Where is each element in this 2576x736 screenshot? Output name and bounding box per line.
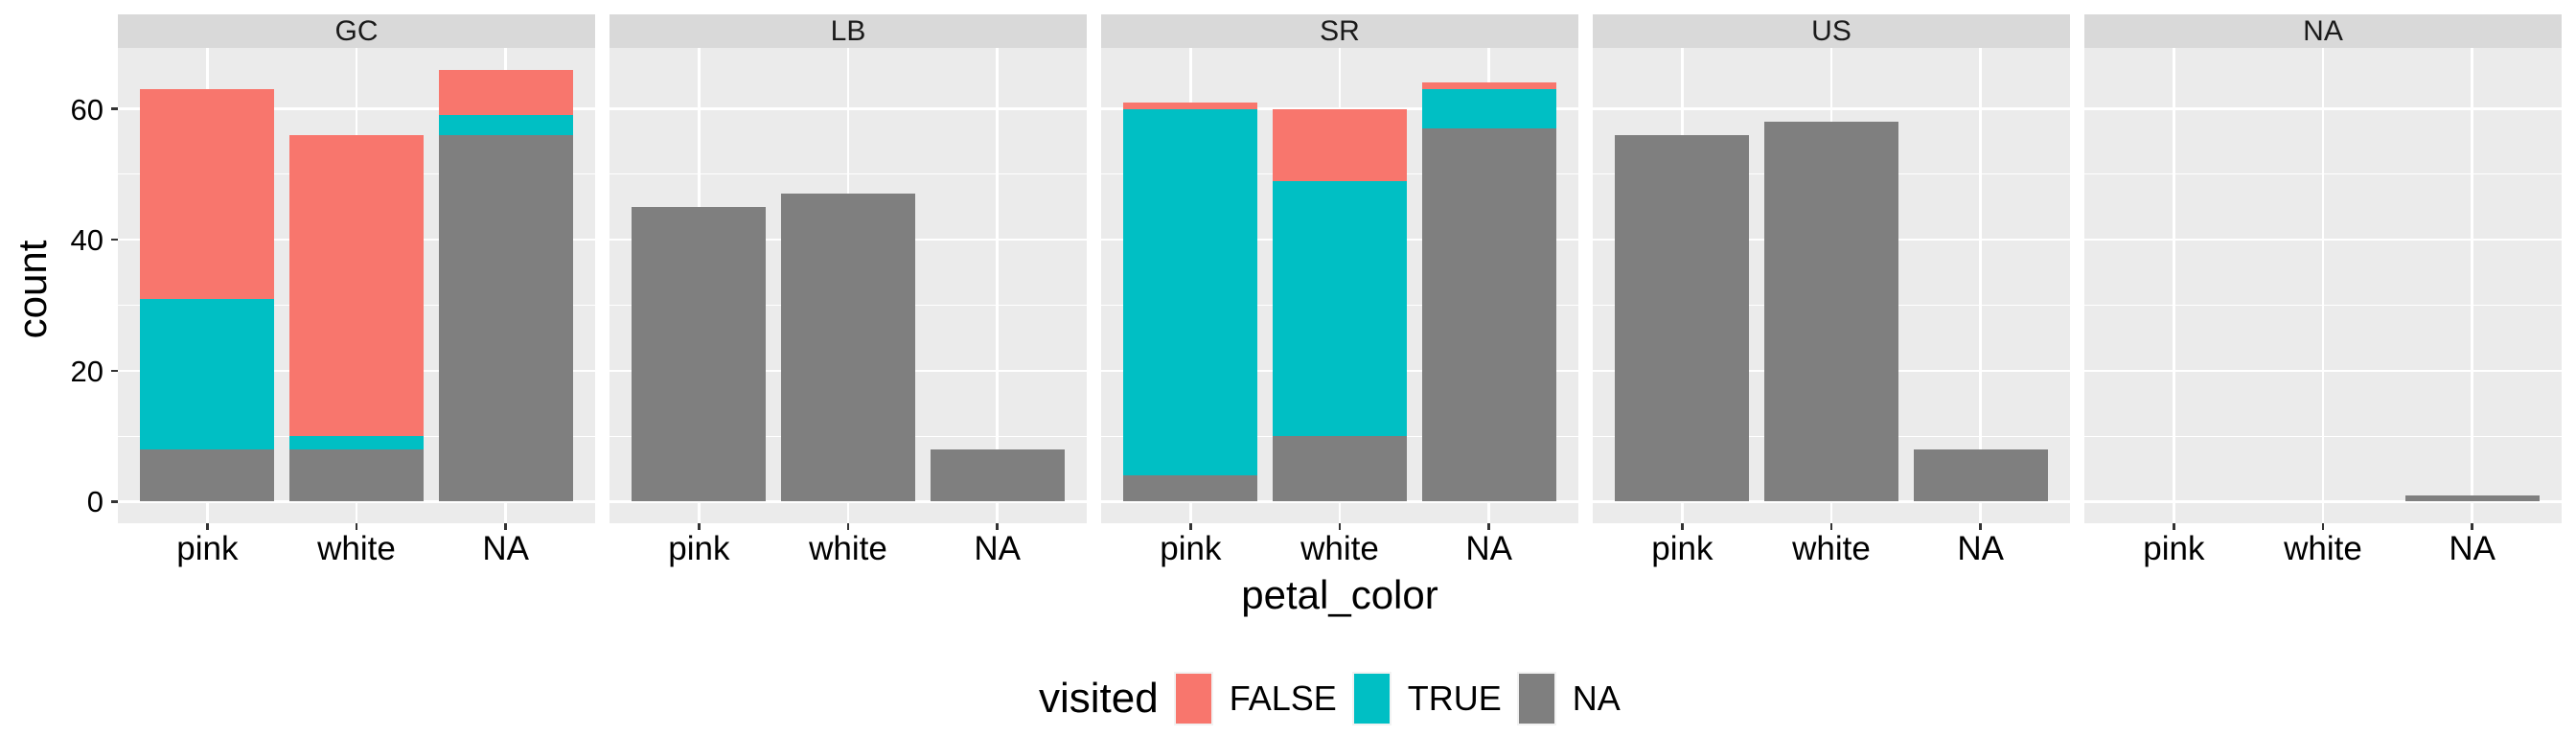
vertical-gridline [1979,48,1982,523]
bar-segment-na [780,194,916,502]
vertical-gridline [2173,48,2175,523]
x-tick-label: white [1300,530,1379,567]
x-tick-label: NA [974,530,1021,567]
vertical-gridline [2471,48,2473,523]
facet-strip-gc: GC [118,14,595,48]
bar-segment-na [438,134,573,502]
y-tick [111,238,118,242]
legend: visited FALSE TRUE NA [1039,668,1636,729]
legend-label-na: NA [1572,678,1621,718]
x-tick-label: white [809,530,887,567]
facet-panel-lb [610,48,1087,523]
bar-segment-false [140,89,275,299]
x-tick [698,523,701,530]
x-tick [1829,523,1833,530]
bar-segment-na [1913,448,2048,502]
y-tick [111,369,118,372]
y-tick-label: 20 [70,354,104,388]
y-axis-title: count [10,240,55,339]
facet-panel-na [2084,48,2562,523]
x-tick [1487,523,1490,530]
legend-title: visited [1039,675,1159,722]
facet-strip-na: NA [2084,14,2562,48]
facet-strip-lb: LB [610,14,1087,48]
y-tick [111,500,118,503]
y-tick-label: 60 [70,92,104,126]
x-tick-label: NA [2449,530,2496,567]
facet-panel-us [1593,48,2070,523]
bar-segment-false [1123,102,1258,109]
x-tick-label: NA [1465,530,1512,567]
y-tick-label: 40 [70,223,104,258]
facet-strip-us: US [1593,14,2070,48]
x-tick [1979,523,1982,530]
x-tick [1681,523,1684,530]
y-tick-label: 0 [86,485,104,519]
x-tick [355,523,358,530]
vertical-gridline [996,48,999,523]
bar-segment-na [1123,475,1258,502]
bar-segment-na [1421,128,1556,502]
x-tick-label: pink [1651,530,1714,567]
x-tick-label: NA [1957,530,2004,567]
x-tick-label: pink [176,530,239,567]
bar-segment-na [1763,122,1899,502]
x-tick-label: NA [482,530,529,567]
x-axis-title: petal_color [1241,572,1438,617]
bar-segment-false [438,69,573,116]
x-tick [1338,523,1342,530]
facet-strip-sr: SR [1101,14,1578,48]
x-tick [996,523,999,530]
facet-panel-gc [118,48,595,523]
x-tick-label: pink [668,530,730,567]
legend-key-false [1173,672,1213,725]
x-tick [846,523,850,530]
x-tick-label: white [317,530,396,567]
x-tick [2471,523,2473,530]
bar-segment-na [930,448,1065,502]
vertical-gridline [2321,48,2325,523]
bar-segment-true [1272,180,1408,437]
facet-panel-sr [1101,48,1578,523]
bar-segment-true [288,436,425,449]
x-tick [2321,523,2325,530]
bar-segment-false [288,134,425,437]
bar-segment-na [140,448,275,502]
bar-segment-na [1272,436,1408,502]
x-tick [2173,523,2175,530]
bar-segment-false [1272,108,1408,181]
legend-label-true: TRUE [1407,678,1502,718]
x-tick [1189,523,1192,530]
legend-label-false: FALSE [1229,678,1337,718]
x-tick-label: white [1792,530,1871,567]
x-tick [206,523,209,530]
bar-segment-false [1421,82,1556,90]
x-tick [504,523,507,530]
bar-segment-true [1123,108,1258,476]
legend-key-na [1516,672,1556,725]
x-tick-label: pink [2143,530,2205,567]
bar-segment-true [140,298,275,449]
legend-key-true [1351,672,1392,725]
bar-segment-true [1421,89,1556,129]
bar-segment-na [632,207,767,502]
bar-segment-na [1615,134,1750,502]
x-tick-label: white [2284,530,2362,567]
x-tick-label: pink [1160,530,1222,567]
bar-segment-na [2404,494,2540,502]
bar-segment-na [288,448,425,502]
bar-segment-true [438,115,573,135]
y-tick [111,107,118,110]
